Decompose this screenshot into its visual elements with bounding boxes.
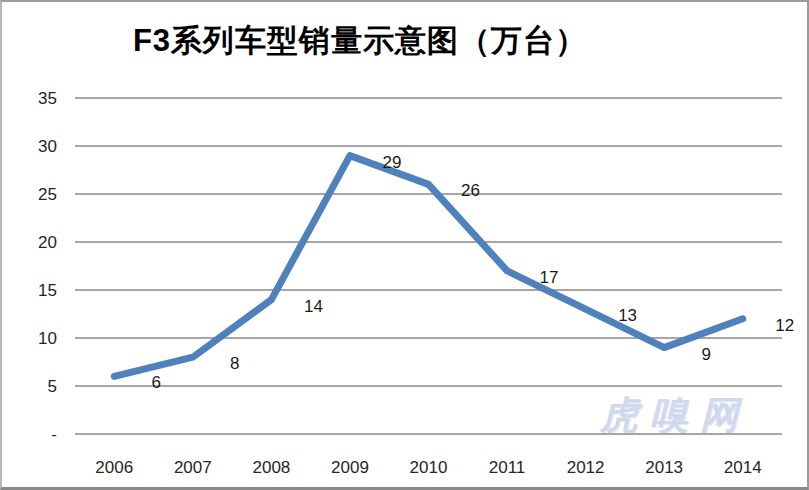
data-label: 17 (540, 268, 559, 287)
y-tick-label: 10 (38, 329, 57, 348)
x-tick-label: 2014 (724, 458, 762, 477)
y-tick-label: 20 (38, 233, 57, 252)
line-chart: - 5 10 15 20 25 30 35 2006 2007 2008 2009 2010 2011 20… (2, 2, 809, 490)
x-tick-label: 2007 (174, 458, 212, 477)
x-tick-label: 2012 (567, 458, 605, 477)
data-label: 14 (304, 297, 323, 316)
x-tick-label: 2009 (331, 458, 369, 477)
x-tick-label: 2008 (252, 458, 290, 477)
data-label: 8 (230, 354, 239, 373)
y-tick-label: 5 (48, 377, 57, 396)
y-tick-label: 30 (38, 137, 57, 156)
data-label: 6 (152, 373, 161, 392)
chart-frame: F3系列车型销量示意图（万台） 虎嗅网 -5101520253035200620… (0, 0, 809, 490)
x-tick-label: 2013 (645, 458, 683, 477)
data-label: 13 (618, 306, 637, 325)
x-tick-label: 2011 (489, 458, 526, 477)
data-label: 9 (701, 345, 710, 364)
y-tick-label: 15 (38, 281, 57, 300)
y-tick-label: 25 (38, 185, 57, 204)
data-label: 29 (382, 153, 401, 172)
y-tick-label: 35 (38, 89, 57, 108)
y-tick-label: - (51, 425, 57, 444)
sales-line (114, 156, 742, 377)
x-tick-label: 2006 (95, 458, 133, 477)
data-label: 26 (461, 181, 480, 200)
x-tick-label: 2010 (410, 458, 448, 477)
data-label: 12 (775, 316, 794, 335)
